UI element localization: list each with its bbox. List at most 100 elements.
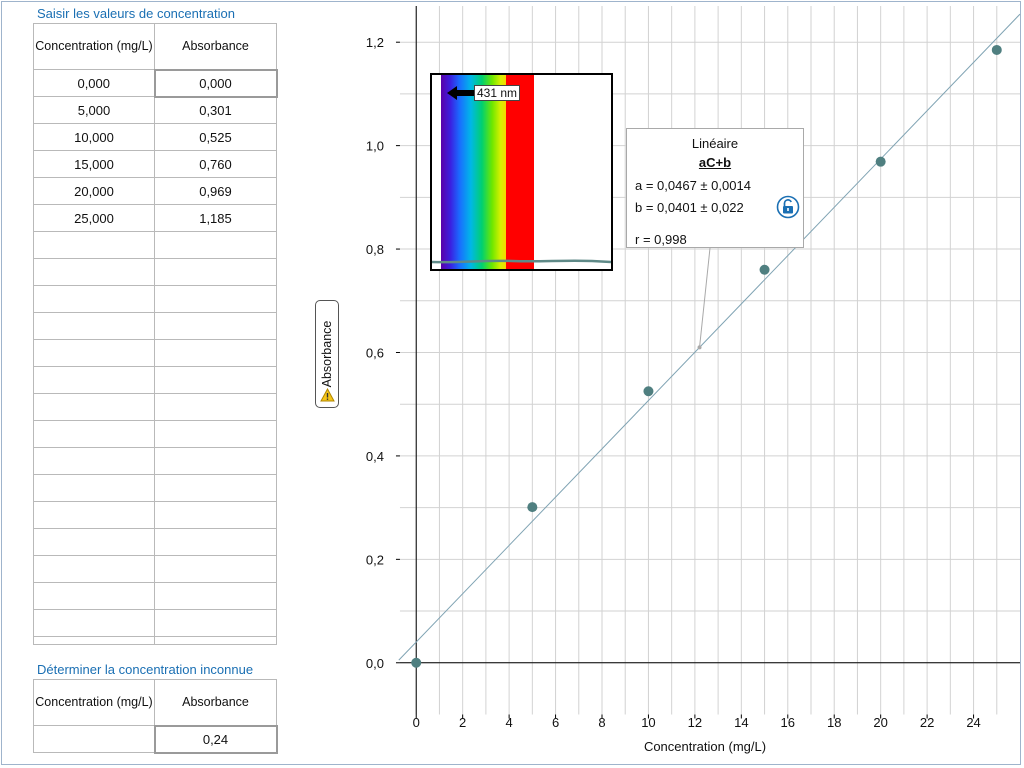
y-tick-label: 0,6 — [366, 345, 384, 360]
concentration-cell[interactable] — [33, 555, 155, 583]
concentration-cell[interactable] — [33, 582, 155, 610]
data-point — [991, 44, 1002, 55]
color-spectrum-red — [506, 75, 534, 269]
concentration-cell[interactable] — [33, 366, 155, 394]
y-axis-label-box[interactable]: Absorbance — [315, 300, 339, 408]
table-row: 5,000 0,301 — [33, 96, 277, 124]
concentration-cell[interactable]: 20,000 — [33, 177, 155, 205]
absorbance-cell[interactable] — [154, 366, 277, 394]
absorbance-cell[interactable] — [154, 312, 277, 340]
y-axis-label: Absorbance — [320, 320, 334, 388]
data-table: Concentration (mg/L) Absorbance 0,000 0,0… — [33, 23, 278, 645]
table-row — [33, 501, 277, 529]
fit-equation: aC+b — [698, 155, 732, 170]
y-tick-label: 0,8 — [366, 242, 384, 257]
table-row — [33, 258, 277, 286]
data-point — [759, 264, 770, 275]
x-tick-label: 20 — [873, 715, 887, 730]
x-tick-label: 18 — [827, 715, 841, 730]
absorbance-cell[interactable]: 0,760 — [154, 150, 277, 178]
concentration-cell[interactable] — [33, 258, 155, 286]
x-tick-label: 10 — [641, 715, 655, 730]
absorbance-cell[interactable]: 0,000 — [153, 68, 278, 98]
data-table-body: 0,000 0,000 5,000 0,301 10,000 0,525 15,000 0,7… — [33, 68, 278, 645]
column-header-concentration[interactable]: Concentration (mg/L) — [33, 679, 155, 726]
x-tick-label: 0 — [413, 715, 420, 730]
fit-title: Linéaire — [691, 136, 739, 151]
concentration-cell[interactable] — [33, 285, 155, 313]
concentration-cell[interactable] — [33, 393, 155, 421]
unknown-absorbance-input[interactable]: 0,24 — [153, 724, 278, 754]
data-points — [411, 44, 1002, 668]
absorbance-cell[interactable] — [154, 258, 277, 286]
table-row: 25,000 1,185 — [33, 204, 277, 232]
table-row — [33, 366, 277, 394]
unlock-icon[interactable] — [776, 195, 800, 219]
absorbance-cell[interactable] — [154, 636, 277, 645]
table-row: 15,000 0,760 — [33, 150, 277, 178]
x-tick-label: 6 — [552, 715, 559, 730]
x-tick-label: 14 — [734, 715, 748, 730]
absorbance-cell[interactable] — [154, 501, 277, 529]
concentration-cell[interactable]: 5,000 — [33, 96, 155, 124]
table-row: 10,000 0,525 — [33, 123, 277, 151]
table-row — [33, 393, 277, 421]
x-tick-label: 4 — [505, 715, 512, 730]
y-tick-label: 0,4 — [366, 449, 384, 464]
table-row — [33, 312, 277, 340]
unknown-table-title: Déterminer la concentration inconnue — [37, 662, 254, 677]
fit-line — [398, 13, 1021, 661]
x-tick-label: 2 — [459, 715, 466, 730]
y-tick-label: 1,0 — [366, 139, 384, 154]
table-row — [33, 636, 277, 645]
warning-icon — [320, 388, 335, 402]
table-row — [33, 555, 277, 583]
table-row: 0,000 0,000 — [33, 68, 278, 98]
concentration-cell[interactable]: 10,000 — [33, 123, 155, 151]
concentration-cell[interactable]: 25,000 — [33, 204, 155, 232]
table-row — [33, 474, 277, 502]
absorbance-cell[interactable] — [154, 393, 277, 421]
x-tick-label: 8 — [598, 715, 605, 730]
concentration-cell[interactable] — [33, 312, 155, 340]
concentration-cell[interactable]: 15,000 — [33, 150, 155, 178]
fit-line-layer — [398, 13, 1021, 661]
data-table-title: Saisir les valeurs de concentration — [37, 6, 235, 21]
concentration-cell[interactable]: 0,000 — [33, 69, 155, 97]
absorbance-cell[interactable] — [154, 555, 277, 583]
fit-parameters-box[interactable]: Linéaire aC+b a = 0,0467 ± 0,0014 b = 0,… — [626, 128, 804, 248]
unknown-concentration-cell[interactable] — [33, 725, 155, 753]
arrow-left-icon — [447, 86, 475, 100]
y-tick-label: 0,2 — [366, 552, 384, 567]
x-axis-label: Concentration (mg/L) — [644, 739, 766, 754]
fit-correlation-r: r = 0,998 — [635, 232, 687, 247]
column-header-absorbance[interactable]: Absorbance — [154, 23, 277, 70]
fit-annotation-anchor — [697, 345, 702, 350]
absorbance-spectrum-curve — [432, 259, 611, 264]
x-tick-label: 22 — [920, 715, 934, 730]
concentration-cell[interactable] — [33, 474, 155, 502]
data-point — [411, 657, 422, 668]
data-point — [527, 502, 538, 513]
spectrum-inset[interactable]: 431 nm — [430, 73, 613, 271]
absorbance-cell[interactable]: 0,301 — [154, 96, 277, 124]
concentration-cell[interactable] — [33, 447, 155, 475]
data-point — [875, 156, 886, 167]
x-tick-label: 24 — [966, 715, 980, 730]
unknown-table: Concentration (mg/L) Absorbance 0,24 — [33, 679, 278, 754]
fit-annotation-connector — [699, 247, 711, 348]
column-header-concentration[interactable]: Concentration (mg/L) — [33, 23, 155, 70]
table-row — [33, 231, 277, 259]
fit-parameter-b: b = 0,0401 ± 0,022 — [635, 200, 744, 215]
x-tick-label: 16 — [781, 715, 795, 730]
absorbance-cell[interactable]: 0,969 — [154, 177, 277, 205]
column-header-absorbance[interactable]: Absorbance — [154, 679, 277, 726]
fit-parameter-a: a = 0,0467 ± 0,0014 — [635, 178, 751, 193]
table-row: 20,000 0,969 — [33, 177, 277, 205]
tick-labels: 0 2 4 6 8 10 12 14 16 18 20 22 240,00,20,40,60,81,01… — [366, 35, 981, 730]
data-point — [643, 386, 654, 397]
axes — [399, 6, 1020, 715]
x-tick-label: 12 — [688, 715, 702, 730]
wavelength-label[interactable]: 431 nm — [474, 85, 521, 101]
